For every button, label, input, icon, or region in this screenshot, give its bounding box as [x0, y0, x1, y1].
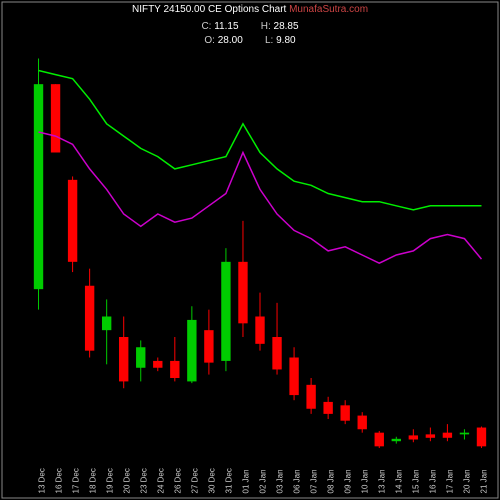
x-axis-label: 21 Jan: [480, 469, 489, 493]
x-axis-label: 01 Jan: [241, 469, 250, 493]
x-axis-label: 09 Jan: [344, 469, 353, 493]
x-axis-label: 13 Jan: [378, 469, 387, 493]
x-axis-label: 15 Jan: [412, 469, 421, 493]
x-axis-label: 10 Jan: [361, 469, 370, 493]
x-axis-labels: 13 Dec 16 Dec 17 Dec 18 Dec 19 Dec 20 Dec 23 D…: [0, 470, 500, 500]
x-axis-label: 14 Jan: [395, 469, 404, 493]
x-axis-label: 26 Dec: [173, 468, 182, 493]
x-axis-label: 13 Dec: [37, 468, 46, 493]
x-axis-label: 30 Dec: [207, 468, 216, 493]
x-axis-label: 20 Dec: [122, 468, 131, 493]
chart-svg: [0, 0, 500, 500]
x-axis-label: 31 Dec: [224, 468, 233, 493]
x-axis-label: 23 Dec: [139, 468, 148, 493]
x-axis-label: 06 Jan: [293, 469, 302, 493]
x-axis-label: 19 Dec: [105, 468, 114, 493]
x-axis-label: 18 Dec: [88, 468, 97, 493]
x-axis-label: 03 Jan: [276, 469, 285, 493]
x-axis-label: 20 Jan: [463, 469, 472, 493]
x-axis-label: 16 Jan: [429, 469, 438, 493]
chart-container: NIFTY 24150.00 CE Options Chart MunafaSu…: [0, 0, 500, 500]
x-axis-label: 16 Dec: [54, 468, 63, 493]
x-axis-label: 17 Jan: [446, 469, 455, 493]
x-axis-label: 24 Dec: [156, 468, 165, 493]
x-axis-label: 27 Dec: [190, 468, 199, 493]
x-axis-label: 08 Jan: [327, 469, 336, 493]
x-axis-label: 07 Jan: [310, 469, 319, 493]
x-axis-label: 02 Jan: [259, 469, 268, 493]
x-axis-label: 17 Dec: [71, 468, 80, 493]
